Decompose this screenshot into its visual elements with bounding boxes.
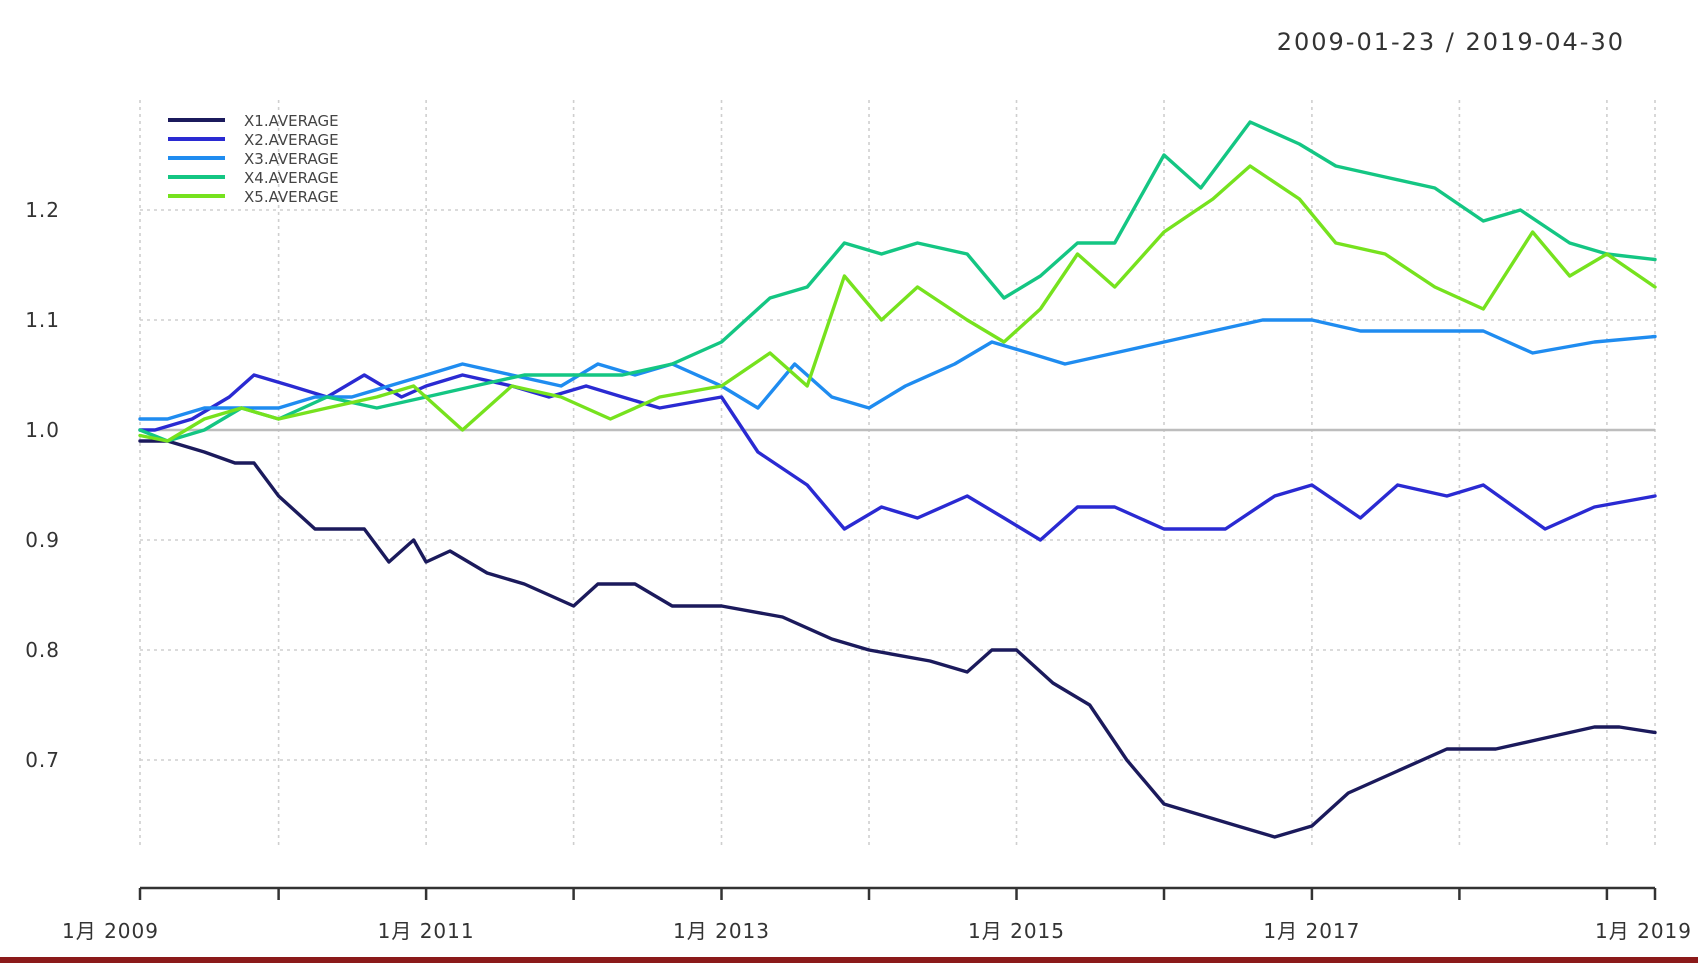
x-tick-label: 1月 2009 bbox=[62, 919, 159, 943]
x-tick-label: 1月 2015 bbox=[968, 919, 1065, 943]
series-line-x5 bbox=[138, 164, 1657, 443]
axes: 0.7 0.8 0.9 1.0 1.1 1.2 1月 2009 1月 2011 1月 2013 1… bbox=[25, 198, 1692, 943]
bottom-border-bar bbox=[0, 957, 1698, 963]
legend: X1.AVERAGEX2.AVERAGEX3.AVERAGEX4.AVERAGE… bbox=[168, 112, 339, 206]
y-tick-label: 0.9 bbox=[25, 528, 60, 552]
y-tick-label: 1.1 bbox=[25, 308, 60, 332]
series-line-x3 bbox=[138, 318, 1657, 421]
x-tick-label: 1月 2017 bbox=[1263, 919, 1360, 943]
legend-entry: X2.AVERAGE bbox=[244, 131, 339, 149]
legend-entry: X3.AVERAGE bbox=[244, 150, 339, 168]
series-line-x4 bbox=[138, 120, 1657, 443]
y-tick-label: 1.0 bbox=[25, 418, 60, 442]
series-line-x2 bbox=[138, 373, 1657, 542]
x-tick-label: 1月 2019 bbox=[1595, 919, 1692, 943]
y-tick-label: 1.2 bbox=[25, 198, 60, 222]
series-lines bbox=[138, 120, 1657, 839]
legend-entry: X5.AVERAGE bbox=[244, 188, 339, 206]
grid bbox=[139, 100, 1656, 848]
y-tick-label: 0.8 bbox=[25, 638, 60, 662]
legend-entry: X4.AVERAGE bbox=[244, 169, 339, 187]
x-tick-label: 1月 2013 bbox=[673, 919, 770, 943]
series-line-x1 bbox=[138, 439, 1657, 839]
date-range-label: 2009-01-23 / 2019-04-30 bbox=[1277, 28, 1625, 56]
y-tick-label: 0.7 bbox=[25, 748, 60, 772]
legend-entry: X1.AVERAGE bbox=[244, 112, 339, 130]
x-tick-label: 1月 2011 bbox=[378, 919, 475, 943]
